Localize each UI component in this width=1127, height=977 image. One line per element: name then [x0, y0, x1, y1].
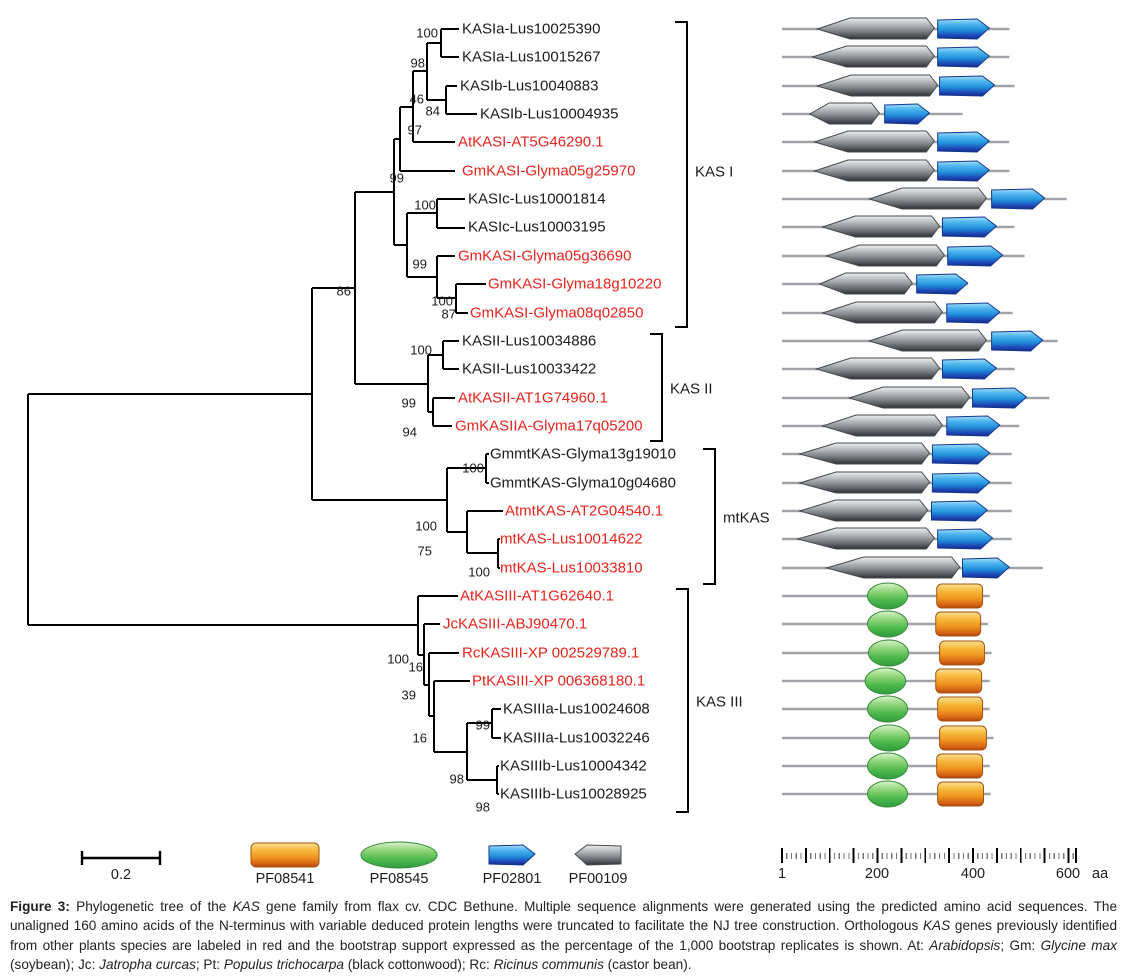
- domain-PF02801: [939, 75, 996, 97]
- domain-PF02801: [937, 528, 994, 550]
- domain-PF02801: [991, 330, 1044, 352]
- caption-text: Arabidopsis: [929, 937, 1001, 953]
- domain-PF08545: [864, 667, 907, 695]
- legend-PF08545-icon: [360, 841, 438, 869]
- domain-PF02801: [931, 472, 991, 494]
- domain-PF08545: [866, 752, 909, 780]
- domain-PF02801: [931, 443, 991, 465]
- domain-PF02801: [946, 415, 1001, 437]
- group-bracket: [675, 21, 688, 328]
- caption-text: ; Gm:: [1000, 937, 1041, 953]
- domain-PF08541: [935, 668, 983, 694]
- domain-PF02801: [941, 358, 998, 380]
- domain-PF08545: [866, 780, 909, 808]
- domain-PF00109: [867, 187, 987, 210]
- domain-PF00109: [810, 45, 935, 68]
- domain-PF02801: [991, 188, 1046, 210]
- caption-text: Jatropha curcas: [99, 957, 196, 973]
- domain-PF08541: [936, 753, 984, 779]
- domain-PF00109: [847, 386, 971, 409]
- domain-PF02801: [946, 302, 1001, 324]
- domain-PF02801: [937, 160, 991, 182]
- legend-PF08541-icon: [250, 842, 320, 868]
- caption-text: ; Pt:: [195, 957, 224, 973]
- domain-PF00109: [820, 414, 944, 437]
- domain-PF08545: [866, 695, 909, 723]
- domain-PF00109: [797, 499, 929, 522]
- domain-PF02801: [972, 387, 1028, 409]
- domain-PF00109: [824, 244, 945, 267]
- caption-text: (castor bean).: [603, 957, 692, 973]
- domain-PF00109: [824, 556, 961, 579]
- domain-PF00109: [820, 215, 941, 238]
- domain-PF02801: [916, 273, 969, 295]
- domain-PF08541: [935, 611, 982, 637]
- domain-PF00109: [818, 272, 913, 295]
- caption-text: (black cottonwood); Rc:: [343, 957, 494, 973]
- caption-text: genes previously identified from other p…: [10, 918, 1117, 953]
- figure-caption: Figure 3: Phylogenetic tree of the KAS g…: [10, 897, 1117, 975]
- domain-PF00109: [812, 130, 935, 153]
- domain-PF08545: [866, 582, 909, 610]
- caption-text: Ricinus communis: [493, 957, 604, 973]
- domain-PF08545: [867, 639, 910, 667]
- domain-PF00109: [795, 527, 935, 550]
- domain-PF08541: [939, 725, 987, 751]
- domain-PF00109: [820, 301, 944, 324]
- domain-PF02801: [937, 46, 991, 68]
- caption-text: Phylogenetic tree of the: [76, 899, 233, 914]
- domain-PF00109: [815, 74, 939, 97]
- domain-PF02801: [947, 245, 1004, 267]
- domain-PF02801: [937, 131, 991, 153]
- caption-text: (soybean); Jc:: [10, 957, 100, 973]
- domain-PF02801: [884, 103, 931, 125]
- domain-PF02801: [941, 216, 998, 238]
- domain-PF08545: [866, 610, 909, 638]
- caption-text: Glycine max: [1040, 937, 1117, 953]
- caption-text: KAS: [232, 899, 260, 914]
- domain-PF00109: [814, 357, 941, 380]
- domain-PF00109: [797, 442, 931, 465]
- caption-figure-number: Figure 3:: [10, 899, 77, 914]
- domain-PF02801: [937, 18, 991, 40]
- domain-PF02801: [930, 500, 989, 522]
- legend-PF00109-icon: [574, 844, 622, 866]
- legend-PF02801-icon: [488, 844, 536, 866]
- domain-PF00109: [812, 159, 935, 182]
- group-bracket: [650, 333, 663, 442]
- domain-PF00109: [867, 329, 987, 352]
- domain-PF00109: [808, 102, 881, 125]
- domain-PF08541: [939, 640, 985, 666]
- domain-PF08541: [937, 781, 985, 807]
- domain-PF00109: [797, 471, 931, 494]
- domain-PF00109: [815, 17, 935, 40]
- caption-text: Populus trichocarpa: [223, 957, 344, 973]
- group-bracket: [676, 588, 689, 813]
- caption-text: gene family from flax cv. CDC Bethune. M…: [10, 899, 1117, 934]
- domain-PF08541: [936, 583, 984, 609]
- caption-text: KAS: [922, 918, 951, 934]
- domain-PF02801: [961, 557, 1011, 579]
- domain-PF08545: [868, 724, 910, 752]
- group-bracket: [703, 448, 716, 585]
- domain-PF08541: [937, 696, 984, 722]
